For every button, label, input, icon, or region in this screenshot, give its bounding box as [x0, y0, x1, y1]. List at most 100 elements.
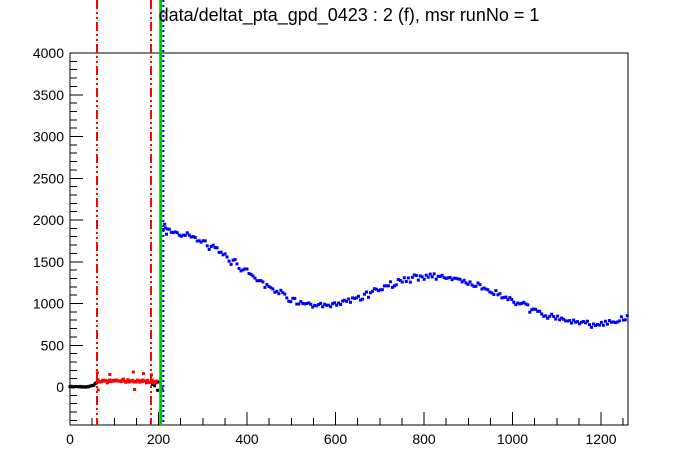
data-point	[603, 319, 607, 323]
data-point	[361, 297, 364, 301]
data-point	[239, 269, 243, 273]
data-point	[458, 277, 462, 281]
data-point	[456, 277, 460, 281]
data-point	[588, 323, 591, 327]
data-point	[460, 280, 464, 284]
data-point	[621, 318, 625, 322]
y-axis-tick-label: 2000	[33, 212, 64, 228]
data-point	[428, 272, 432, 276]
data-point	[319, 301, 323, 305]
data-point	[209, 245, 213, 248]
data-point	[145, 381, 148, 385]
data-point	[520, 301, 524, 305]
data-point	[448, 275, 452, 279]
data-point	[432, 272, 436, 276]
data-point	[169, 230, 173, 234]
data-point	[500, 296, 504, 300]
data-point	[406, 276, 410, 280]
y-axis-tick-label: 1000	[33, 296, 64, 312]
data-point	[400, 280, 404, 284]
data-point	[605, 322, 609, 326]
x-axis-tick-label: 400	[235, 431, 259, 447]
data-point	[476, 281, 480, 285]
data-point	[426, 275, 430, 279]
data-point	[615, 320, 619, 324]
data-point	[165, 227, 169, 231]
data-point	[430, 275, 434, 279]
data-point	[518, 302, 522, 306]
data-point	[92, 383, 96, 387]
data-point	[376, 289, 380, 293]
data-point	[446, 276, 450, 280]
data-point	[315, 304, 319, 308]
data-point	[247, 272, 251, 275]
data-point	[96, 378, 100, 382]
data-point	[269, 286, 273, 290]
data-point	[257, 279, 261, 283]
x-axis-tick-label: 600	[324, 431, 348, 447]
data-point	[512, 300, 516, 304]
data-point	[540, 312, 544, 316]
data-point	[599, 320, 603, 324]
data-point	[213, 246, 217, 250]
data-point	[619, 315, 623, 319]
data-point	[367, 295, 370, 299]
data-point	[534, 307, 538, 311]
data-point	[225, 255, 229, 259]
data-point	[438, 275, 442, 278]
data-point	[412, 273, 416, 277]
data-point	[211, 243, 215, 247]
data-point	[203, 239, 207, 243]
data-point	[506, 298, 510, 302]
data-point	[217, 250, 221, 254]
data-point	[454, 276, 458, 280]
series-signal-blue	[160, 222, 629, 391]
data-point	[143, 379, 147, 383]
data-point	[175, 231, 179, 235]
data-point	[488, 290, 492, 294]
data-point	[592, 322, 595, 326]
data-point	[235, 262, 239, 266]
data-point	[422, 277, 426, 281]
data-point	[526, 303, 530, 307]
data-point	[122, 377, 125, 381]
data-point	[161, 228, 165, 231]
data-point	[287, 299, 291, 303]
data-point	[617, 319, 621, 323]
data-point	[297, 302, 301, 306]
data-point	[313, 303, 317, 307]
data-point	[562, 317, 566, 321]
data-point	[466, 282, 470, 286]
data-point	[243, 267, 247, 271]
data-point	[351, 296, 354, 300]
data-point	[398, 279, 402, 282]
data-point	[237, 267, 241, 270]
data-point	[163, 226, 167, 230]
data-point	[285, 296, 289, 300]
data-point	[504, 295, 508, 299]
data-point	[554, 317, 558, 321]
y-axis-tick-label: 0	[56, 379, 64, 395]
data-point	[532, 307, 536, 311]
data-point	[195, 239, 199, 243]
data-point	[558, 318, 562, 322]
data-point	[327, 303, 331, 307]
data-point	[369, 291, 372, 295]
data-point	[396, 278, 400, 281]
data-point	[444, 277, 448, 280]
data-point	[131, 370, 135, 374]
data-point	[96, 388, 100, 392]
data-point	[414, 274, 418, 277]
data-point	[388, 280, 392, 284]
data-point	[516, 301, 520, 305]
data-point	[191, 235, 195, 238]
data-point	[219, 250, 223, 254]
data-point	[510, 298, 514, 301]
data-point	[265, 283, 269, 286]
data-point	[470, 283, 474, 287]
data-point	[156, 388, 160, 392]
data-point	[221, 253, 225, 257]
data-point	[374, 287, 378, 291]
data-point	[353, 296, 356, 300]
